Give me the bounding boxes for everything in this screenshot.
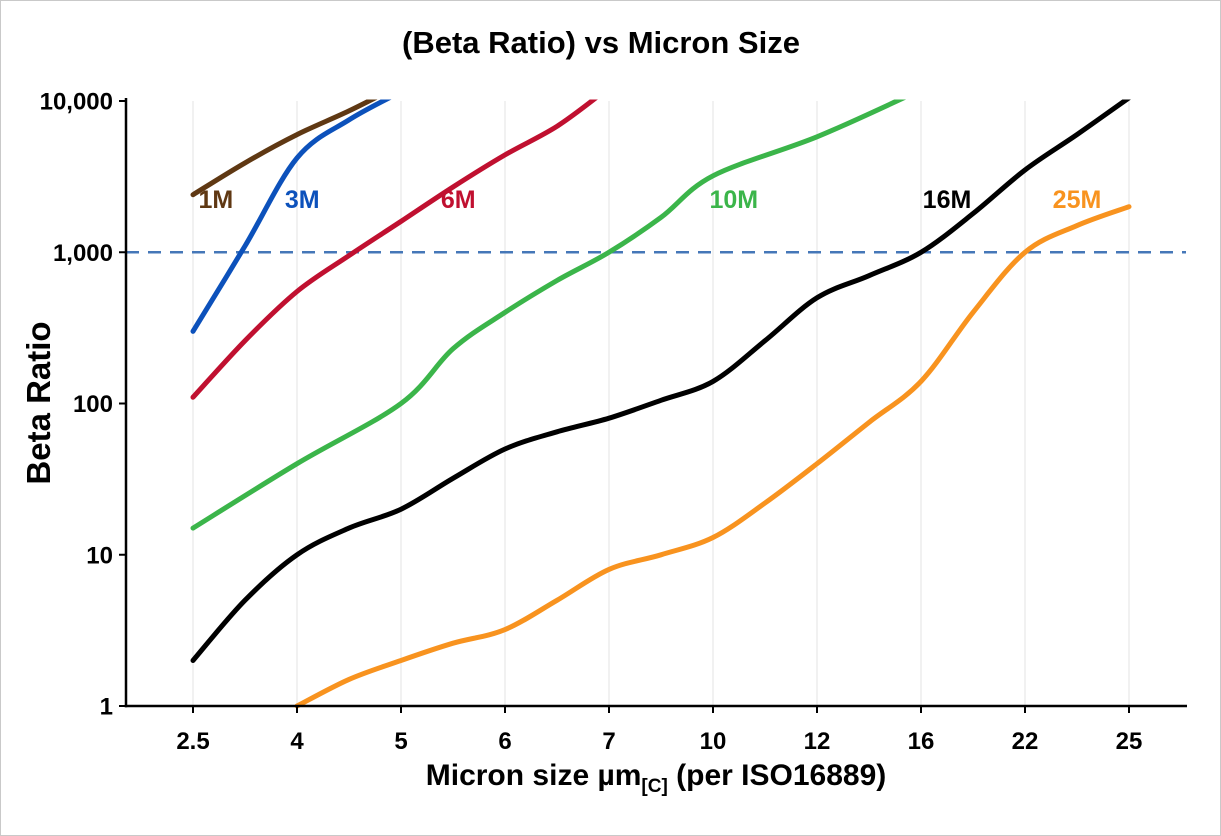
series-group — [190, 99, 1132, 709]
series-line-10M — [190, 99, 907, 531]
series-label-16M: 16M — [923, 186, 972, 214]
series-line-25M — [294, 204, 1132, 709]
x-tick-label-2.5: 2.5 — [176, 728, 209, 755]
y-tick-label-100: 100 — [73, 391, 113, 418]
x-tick-label-5: 5 — [394, 728, 407, 755]
x-axis-title-rest: (per ISO16889) — [667, 759, 887, 792]
y-tick-label-10,000: 10,000 — [40, 89, 113, 116]
series-label-25M: 25M — [1053, 186, 1102, 214]
x-tick-label-16: 16 — [908, 728, 935, 755]
x-tick-label-22: 22 — [1012, 728, 1039, 755]
series-label-6M: 6M — [441, 186, 476, 214]
x-tick-label-4: 4 — [290, 728, 304, 755]
x-tick-label-7: 7 — [602, 728, 615, 755]
y-tick-label-10: 10 — [86, 542, 113, 569]
series-label-10M: 10M — [709, 186, 758, 214]
y-tick-label-1: 1 — [100, 694, 113, 721]
y-axis-title: Beta Ratio — [20, 321, 57, 485]
x-tick-label-25: 25 — [1116, 728, 1143, 755]
series-line-1M — [190, 99, 378, 198]
series-label-1M: 1M — [199, 186, 234, 214]
series-line-16M — [190, 99, 1131, 663]
series-line-3M — [190, 99, 392, 334]
x-axis-title-main: Micron size µm — [425, 759, 642, 792]
x-axis-title-subscript: [C] — [641, 776, 668, 797]
chart-title: (Beta Ratio) vs Micron Size — [402, 25, 800, 60]
x-axis-title: Micron size µm[C] (per ISO16889) — [126, 759, 1186, 797]
series-line-6M — [190, 99, 598, 400]
x-tick-label-12: 12 — [804, 728, 831, 755]
series-label-3M: 3M — [285, 186, 320, 214]
y-tick-label-1,000: 1,000 — [53, 240, 113, 267]
x-tick-label-6: 6 — [498, 728, 511, 755]
x-tick-label-10: 10 — [700, 728, 727, 755]
